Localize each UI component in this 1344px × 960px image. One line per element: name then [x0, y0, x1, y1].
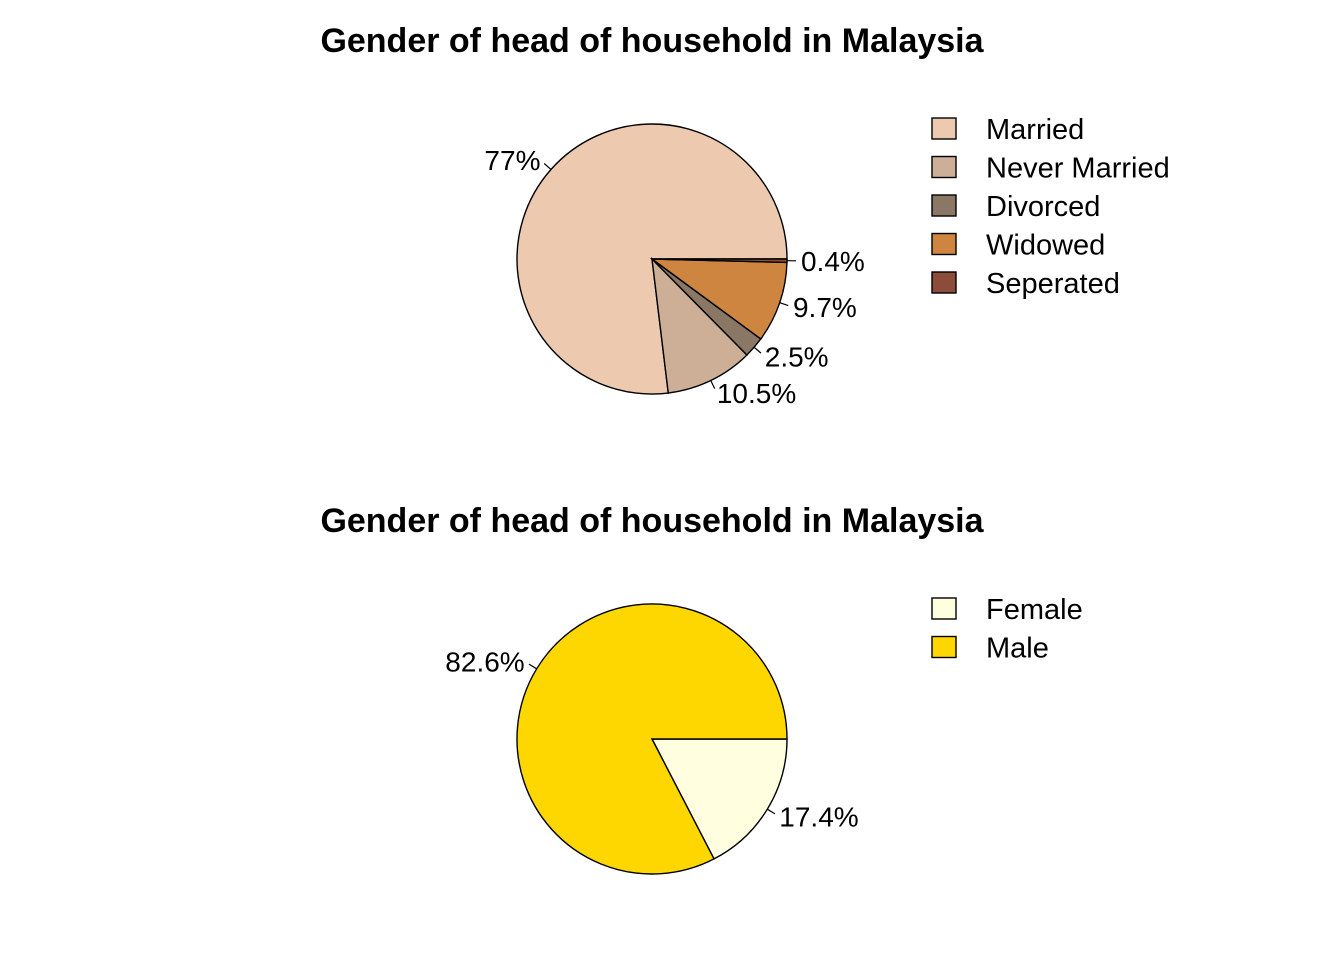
- legend-label-divorced: Divorced: [986, 191, 1100, 223]
- slice-value-label-married: 77%: [484, 145, 540, 176]
- pie-chart: 17.4% 82.6%: [445, 603, 859, 875]
- label-leader-female: [767, 808, 776, 815]
- legend-swatch-never-married: [931, 155, 957, 179]
- pie-slice-widowed: [649, 258, 788, 340]
- chart-title: Gender of head of household in Malaysia: [320, 22, 984, 60]
- pie-slice-female: [650, 738, 788, 860]
- chart-title: Gender of head of household in Malaysia: [320, 502, 984, 540]
- slice-value-label-never-married: 10.5%: [717, 378, 796, 409]
- legend-swatch-divorced: [931, 194, 957, 217]
- label-leader-divorced: [753, 346, 762, 354]
- slice-value-label-seperated: 0.4%: [801, 246, 865, 277]
- legend-swatch-female: [931, 597, 957, 620]
- legend-label-female: Female: [986, 594, 1083, 626]
- legend-label-seperated: Seperated: [986, 268, 1120, 300]
- label-leader-married: [543, 163, 552, 170]
- legend-swatch-male: [931, 635, 957, 659]
- label-leader-widowed: [779, 302, 789, 307]
- marital-status-pie-panel: Gender of head of household in Malaysia …: [320, 22, 1169, 409]
- legend-swatch-widowed: [931, 232, 957, 256]
- legend-label-widowed: Widowed: [986, 230, 1105, 262]
- pie-slice-male: [516, 603, 788, 875]
- legend: Married Never Married Divorced Widowed Seper…: [931, 114, 1170, 300]
- pie-slice-never-married: [651, 257, 748, 394]
- label-leader-never-married: [710, 380, 716, 389]
- slice-value-label-male: 82.6%: [445, 647, 524, 678]
- legend-label-never-married: Never Married: [986, 153, 1170, 185]
- legend: Female Male: [931, 594, 1083, 665]
- slice-value-label-widowed: 9.7%: [793, 292, 857, 323]
- legend-swatch-seperated: [931, 271, 957, 294]
- label-leader-male: [528, 663, 537, 670]
- gender-pie-panel: Gender of head of household in Malaysia …: [320, 502, 1083, 875]
- legend-label-married: Married: [986, 114, 1084, 146]
- slice-value-label-divorced: 2.5%: [765, 341, 829, 372]
- legend-swatch-married: [931, 117, 957, 140]
- legend-label-male: Male: [986, 633, 1049, 665]
- slice-value-label-female: 17.4%: [779, 801, 858, 832]
- pie-chart: 77% 10.5% 2.5% 9.7% 0.4%: [484, 123, 865, 409]
